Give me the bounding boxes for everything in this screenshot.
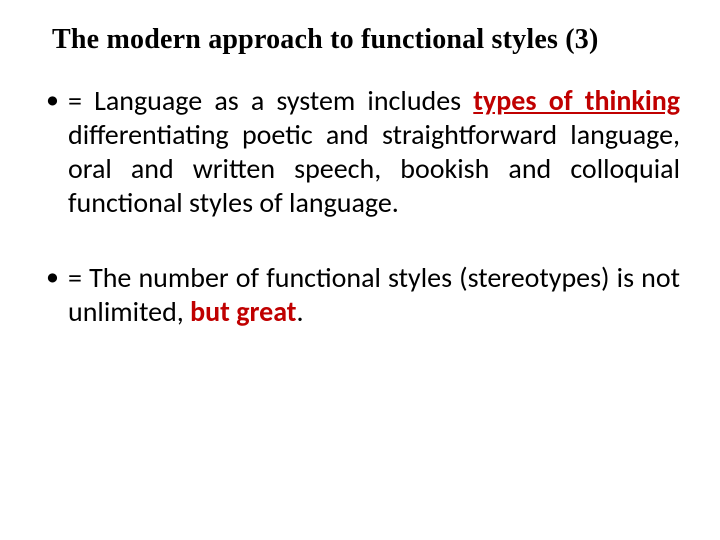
slide: The modern approach to functional styles… — [0, 0, 720, 540]
slide-title: The modern approach to functional styles… — [52, 24, 680, 56]
list-item: = Language as a system includes types of… — [40, 84, 680, 221]
emphasis-but-great: but great — [190, 294, 296, 329]
paragraph-1: = Language as a system includes types of… — [68, 84, 680, 221]
bullet-list: = Language as a system includes types of… — [40, 84, 680, 329]
emphasis-types-of-thinking: types of thinking — [473, 83, 680, 118]
text-segment: differentiating poetic and straightforwa… — [68, 117, 680, 220]
text-segment: = Language as a system includes — [68, 83, 473, 118]
list-item: = The number of functional styles (stere… — [40, 261, 680, 329]
text-segment: = The number of functional styles (stere… — [68, 260, 680, 329]
text-segment: . — [296, 294, 303, 329]
paragraph-2: = The number of functional styles (stere… — [68, 261, 680, 329]
